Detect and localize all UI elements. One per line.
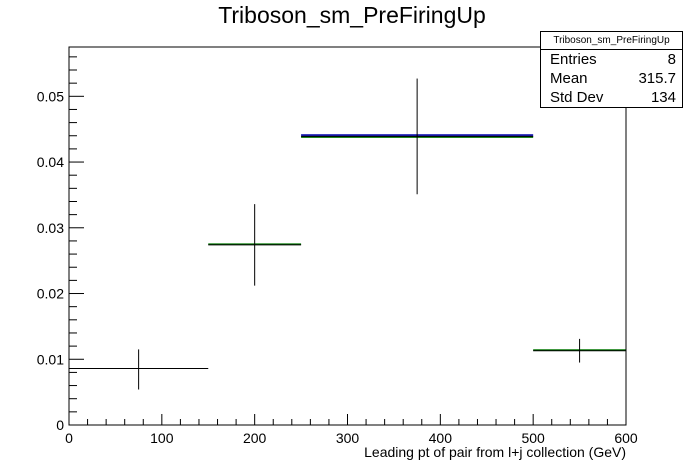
stats-row-mean: Mean 315.7 <box>541 69 682 88</box>
x-tick-label: 200 <box>243 430 267 446</box>
x-tick-label: 500 <box>521 430 545 446</box>
stats-box: Triboson_sm_PreFiringUp Entries 8 Mean 3… <box>540 31 683 108</box>
stats-label: Std Dev <box>550 89 604 106</box>
x-tick-label: 600 <box>614 430 638 446</box>
x-tick-label: 0 <box>65 430 73 446</box>
stats-row-entries: Entries 8 <box>541 50 682 69</box>
stats-label: Mean <box>550 70 588 87</box>
y-tick-label: 0.03 <box>37 220 64 236</box>
stats-label: Entries <box>550 51 597 68</box>
y-tick-label: 0.05 <box>37 88 64 104</box>
y-tick-label: 0.02 <box>37 286 64 302</box>
chart-title: Triboson_sm_PreFiringUp <box>218 2 486 28</box>
stats-value: 315.7 <box>638 70 676 87</box>
stats-value: 8 <box>667 51 676 68</box>
x-tick-label: 400 <box>429 430 453 446</box>
x-tick-label: 100 <box>150 430 174 446</box>
stats-title: Triboson_sm_PreFiringUp <box>541 32 682 50</box>
x-axis-label: Leading pt of pair from l+j collection (… <box>364 444 626 460</box>
stats-value: 134 <box>650 89 676 106</box>
y-tick-label: 0.04 <box>37 154 64 170</box>
y-tick-label: 0 <box>56 417 64 433</box>
y-tick-label: 0.01 <box>37 351 64 367</box>
stats-row-stddev: Std Dev 134 <box>541 88 682 107</box>
x-tick-label: 300 <box>336 430 360 446</box>
